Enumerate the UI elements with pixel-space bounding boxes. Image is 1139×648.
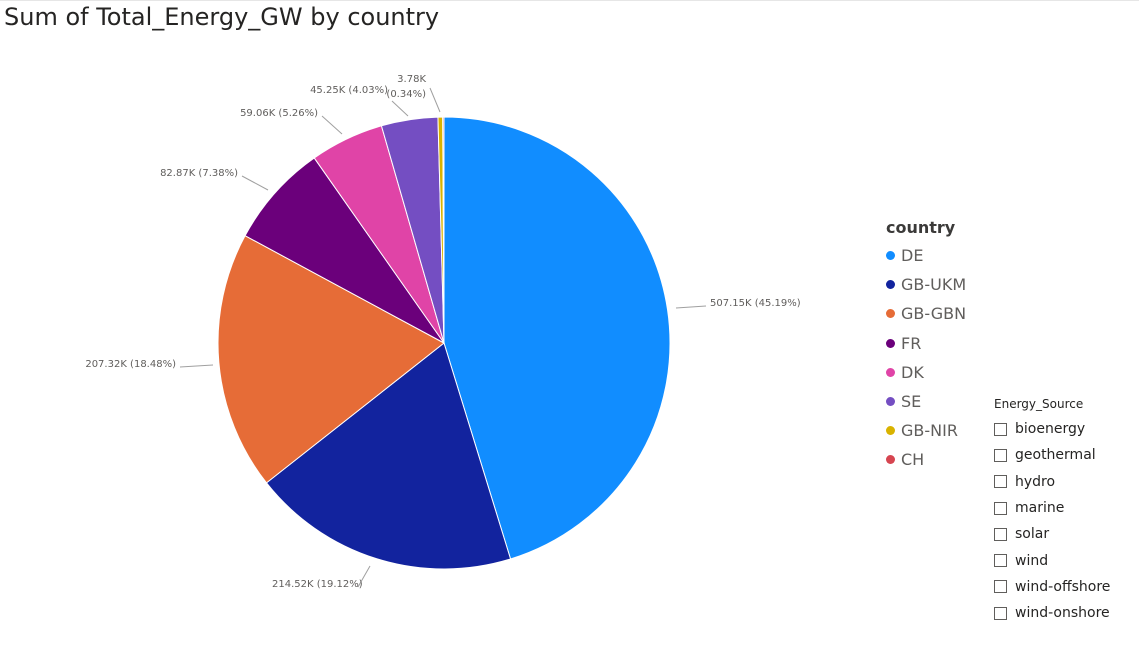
checkbox-icon[interactable]	[994, 448, 1007, 462]
legend-item-gb-gbn[interactable]: GB-GBN	[886, 299, 966, 328]
legend: country DE GB-UKM GB-GBN FR DK SE GB-NIR CH	[886, 218, 966, 475]
slicer-option-solar[interactable]: solar	[994, 521, 1110, 547]
leader-line	[321, 115, 343, 135]
top-border	[0, 0, 1139, 1]
legend-dot-icon	[886, 309, 895, 319]
legend-item-fr[interactable]: FR	[886, 329, 966, 358]
slicer-title: Energy_Source	[994, 397, 1084, 411]
legend-label: GB-NIR	[901, 421, 958, 441]
pie-slice-ch[interactable]	[442, 116, 445, 344]
legend-item-de[interactable]: DE	[886, 241, 966, 270]
leader-line	[429, 87, 441, 113]
legend-label: CH	[901, 450, 925, 470]
legend-item-gb-nir[interactable]: GB-NIR	[886, 416, 966, 445]
legend-label: GB-UKM	[901, 275, 967, 295]
legend-dot-icon	[886, 397, 895, 407]
slicer-option-label: marine	[1015, 500, 1065, 517]
checkbox-icon[interactable]	[994, 475, 1007, 489]
slicer-option-label: solar	[1015, 526, 1050, 543]
chart-title: Sum of Total_Energy_GW by country	[4, 3, 440, 31]
legend-item-se[interactable]: SE	[886, 387, 966, 416]
checkbox-icon[interactable]	[994, 580, 1007, 594]
legend-dot-icon	[886, 280, 895, 290]
data-label-gb-nir: 3.78K (0.34%)	[386, 74, 426, 100]
slicer-option-label: hydro	[1015, 473, 1056, 490]
data-label-de: 507.15K (45.19%)	[710, 298, 801, 309]
slicer-option-label: wind	[1015, 552, 1049, 569]
slicer-option-marine[interactable]: marine	[994, 495, 1110, 521]
slicer-option-wind-offshore[interactable]: wind-offshore	[994, 574, 1110, 600]
data-label-gb-gbn: 207.32K (18.48%)	[85, 359, 176, 370]
slicer-option-wind-onshore[interactable]: wind-onshore	[994, 600, 1110, 626]
slicer-option-label: wind-offshore	[1015, 578, 1111, 595]
checkbox-icon[interactable]	[994, 606, 1007, 620]
pie-slice-fr[interactable]	[244, 157, 445, 344]
legend-dot-icon	[886, 455, 895, 465]
leader-line	[179, 364, 214, 368]
slicer-option-label: bioenergy	[1015, 421, 1086, 438]
slicer-option-label: wind-onshore	[1015, 605, 1110, 622]
leader-line	[675, 305, 707, 309]
data-label-gb-ukm: 214.52K (19.12%)	[272, 579, 363, 590]
energy-source-slicer: Energy_Source bioenergy geothermal hydro ma…	[994, 396, 1110, 626]
legend-dot-icon	[886, 338, 895, 348]
legend-dot-icon	[886, 426, 895, 436]
pie-slice-gb-gbn[interactable]	[217, 235, 445, 484]
legend-label: SE	[901, 392, 922, 412]
legend-label: GB-GBN	[901, 304, 967, 324]
legend-label: DE	[901, 246, 924, 266]
checkbox-icon[interactable]	[994, 527, 1007, 541]
legend-dot-icon	[886, 367, 895, 377]
legend-dot-icon	[886, 251, 895, 261]
checkbox-icon[interactable]	[994, 554, 1007, 568]
slicer-option-hydro[interactable]: hydro	[994, 469, 1110, 495]
checkbox-icon[interactable]	[994, 422, 1007, 436]
slicer-option-bioenergy[interactable]: bioenergy	[994, 416, 1110, 442]
pie-slice-gb-ukm[interactable]	[265, 342, 512, 570]
legend-item-ch[interactable]: CH	[886, 445, 966, 474]
leader-line	[241, 175, 269, 191]
pie-slice-de[interactable]	[443, 116, 671, 560]
legend-title: country	[886, 218, 956, 237]
data-label-dk: 59.06K (5.26%)	[240, 108, 318, 119]
legend-label: FR	[901, 333, 922, 353]
data-label-se: 45.25K (4.03%)	[310, 85, 388, 96]
slicer-option-label: geothermal	[1015, 447, 1096, 464]
checkbox-icon[interactable]	[994, 501, 1007, 515]
legend-item-dk[interactable]: DK	[886, 358, 966, 387]
slicer-option-geothermal[interactable]: geothermal	[994, 442, 1110, 468]
leader-line	[357, 565, 371, 588]
legend-item-gb-ukm[interactable]: GB-UKM	[886, 270, 966, 299]
data-label-fr: 82.87K (7.38%)	[160, 168, 238, 179]
slicer-option-wind[interactable]: wind	[994, 547, 1110, 573]
leader-line	[391, 100, 409, 117]
legend-label: DK	[901, 362, 924, 382]
